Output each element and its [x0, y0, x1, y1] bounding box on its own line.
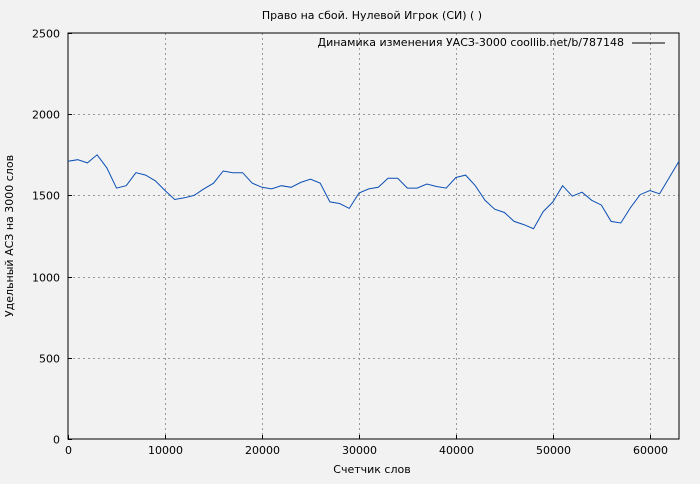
y-tick-label: 1500 [32, 190, 60, 203]
x-tick-label: 40000 [439, 444, 474, 457]
y-tick-label: 1000 [32, 272, 60, 285]
y-tick-label: 2500 [32, 28, 60, 41]
y-tick-label: 2000 [32, 109, 60, 122]
x-tick-label: 20000 [245, 444, 280, 457]
x-tick-label: 60000 [633, 444, 668, 457]
x-tick-label: 30000 [342, 444, 377, 457]
x-axis-label: Счетчик слов [333, 463, 410, 476]
grid [68, 33, 679, 439]
chart-title: Право на сбой. Нулевой Игрок (СИ) ( ) [262, 9, 482, 22]
plot-frame [67, 32, 680, 440]
y-tick-label: 0 [53, 434, 60, 447]
x-tick-label: 10000 [148, 444, 183, 457]
y-tick-label: 500 [39, 353, 60, 366]
x-tick-label: 0 [65, 444, 72, 457]
series-line [67, 154, 680, 230]
ticks: 0 10000 20000 30000 40000 50000 60000 0 500 1000 1… [32, 28, 668, 458]
x-tick-label: 50000 [536, 444, 571, 457]
y-axis-label: Удельный АСЗ на 3000 слов [3, 155, 16, 317]
legend-label: Динамика изменения УАСЗ-3000 coollib.net… [318, 36, 625, 49]
